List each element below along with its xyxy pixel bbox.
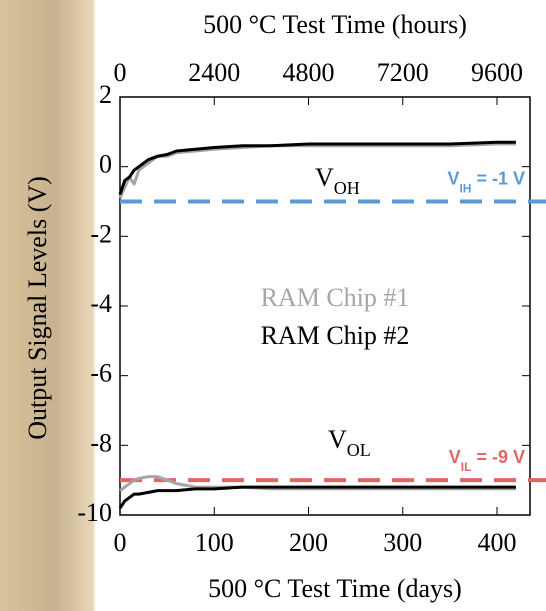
annotation: VOL: [328, 425, 371, 460]
x2-tick-label: 7200: [377, 58, 429, 87]
legend-entry: RAM Chip #2: [261, 321, 410, 350]
reference-label-main: V: [447, 168, 459, 188]
annotation-sub: OH: [334, 178, 360, 198]
y-axis-title: Output Signal Levels (V): [23, 176, 52, 440]
reference-label: VIL = -9 V: [449, 447, 525, 474]
reference-label-rest: = -9 V: [471, 447, 525, 467]
x-tick-label: 400: [478, 528, 517, 557]
reference-label-main: V: [449, 447, 461, 467]
y-tick-label: -6: [90, 359, 112, 388]
annotation-sub: OL: [347, 440, 371, 460]
reference-label-sub: IH: [459, 182, 471, 196]
annotation-main: V: [328, 425, 347, 454]
reference-label-sub: IL: [461, 460, 472, 474]
x-tick-label: 200: [289, 528, 328, 557]
x-axis-title: 500 °C Test Time (days): [208, 574, 462, 603]
annotation: VOH: [315, 163, 360, 198]
x2-tick-label: 0: [114, 58, 127, 87]
x2-tick-label: 2400: [188, 58, 240, 87]
legend-entry: RAM Chip #1: [261, 283, 410, 312]
y-tick-label: -10: [77, 498, 112, 527]
y-tick-label: -2: [90, 219, 112, 248]
x-tick-label: 300: [383, 528, 422, 557]
x2-tick-label: 9600: [471, 58, 523, 87]
y-tick-label: 2: [99, 80, 112, 109]
reference-label: VIH = -1 V: [447, 168, 525, 195]
top-axis-title: 500 °C Test Time (hours): [203, 10, 467, 39]
x-tick-label: 100: [195, 528, 234, 557]
reference-label-rest: = -1 V: [471, 168, 525, 188]
y-tick-label: -4: [90, 289, 112, 318]
panel: [97, 0, 546, 611]
series-line: [119, 475, 516, 492]
x-tick-label: 0: [114, 528, 127, 557]
series-line: [118, 142, 516, 199]
series-line: [118, 140, 516, 196]
y-tick-label: 0: [99, 150, 112, 179]
series-line: [118, 485, 516, 509]
x2-tick-label: 4800: [283, 58, 335, 87]
annotation-main: V: [315, 163, 334, 192]
y-tick-label: -8: [90, 428, 112, 457]
